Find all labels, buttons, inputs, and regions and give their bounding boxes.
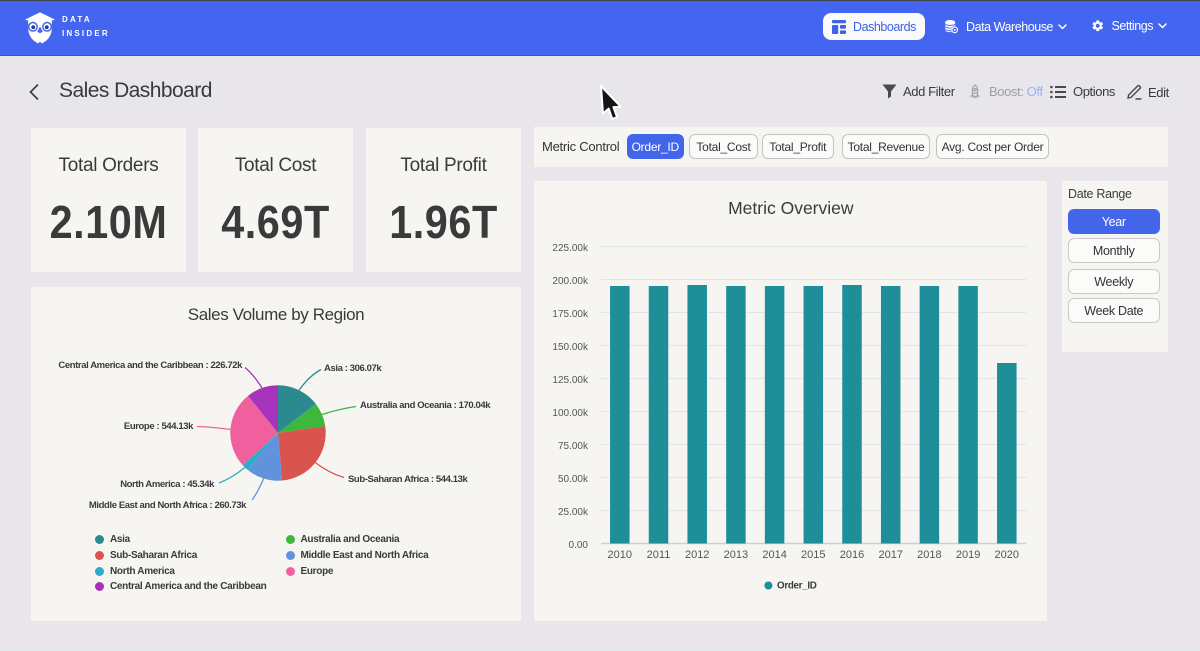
svg-text:2016: 2016 [840,549,864,561]
svg-text:2017: 2017 [878,549,902,561]
svg-text:2019: 2019 [956,549,980,561]
svg-text:2012: 2012 [685,549,709,561]
svg-text:0.00: 0.00 [569,540,589,551]
svg-text:175.00k: 175.00k [552,309,589,320]
svg-text:2018: 2018 [917,549,941,561]
svg-text:125.00k: 125.00k [552,375,589,386]
svg-text:50.00k: 50.00k [558,474,589,485]
svg-text:2011: 2011 [647,549,671,561]
svg-text:150.00k: 150.00k [552,342,589,353]
svg-text:200.00k: 200.00k [552,276,589,287]
svg-text:100.00k: 100.00k [552,408,589,419]
svg-text:2013: 2013 [724,549,748,561]
svg-text:225.00k: 225.00k [552,243,589,254]
svg-text:75.00k: 75.00k [558,441,589,452]
svg-text:Order_ID: Order_ID [777,581,817,592]
svg-text:25.00k: 25.00k [558,507,589,518]
svg-text:2010: 2010 [608,549,632,561]
svg-text:Metric Overview: Metric Overview [728,198,854,218]
svg-text:2015: 2015 [801,549,825,561]
svg-text:2014: 2014 [762,549,786,561]
svg-text:2020: 2020 [995,549,1019,561]
